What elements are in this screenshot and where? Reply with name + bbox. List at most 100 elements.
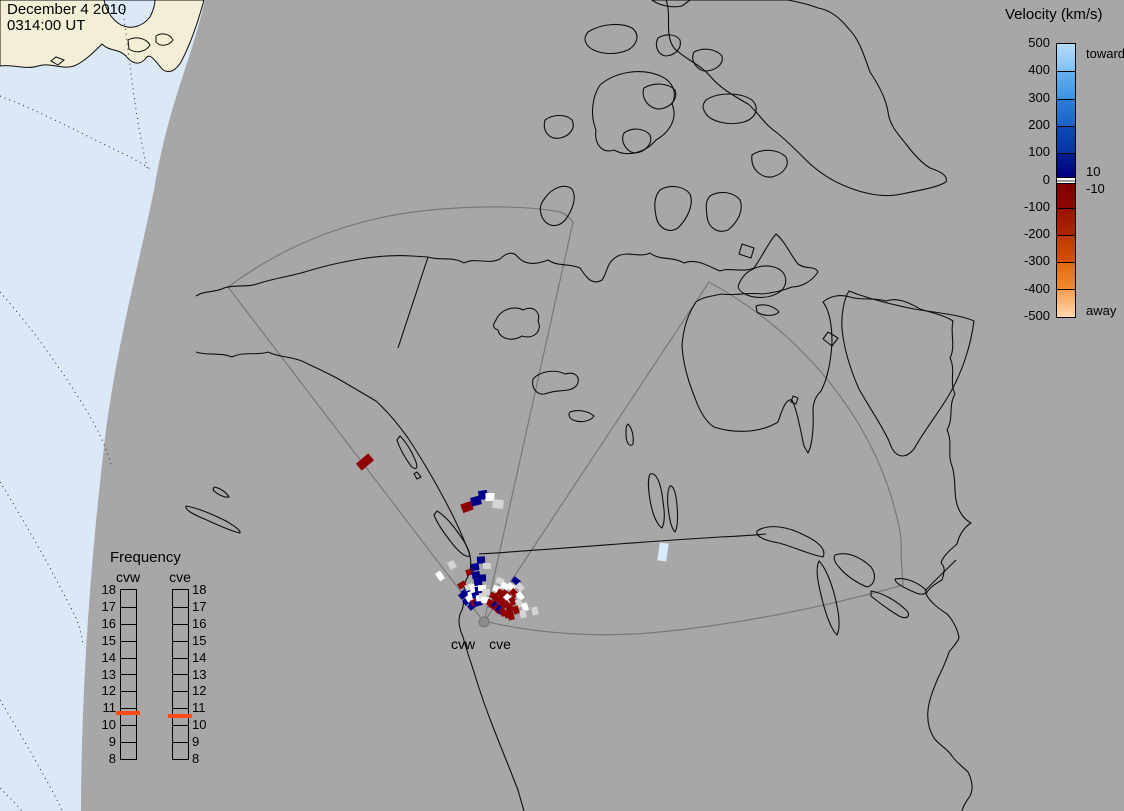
- melville-island: [584, 23, 638, 55]
- frequency-column-cvw-label: cvw: [115, 569, 141, 585]
- echo-cell-52: [515, 582, 525, 592]
- echo-cell-58: [505, 603, 515, 613]
- echo-cell-0: [355, 453, 375, 471]
- velocity-colorbar: [1056, 43, 1076, 318]
- velocity-segment-toward-3: [1057, 125, 1075, 154]
- frequency-tick-cve-18: 18: [192, 582, 207, 597]
- velocity-legend-title: Velocity (km/s): [1005, 6, 1103, 23]
- ground-scatter-lower-label: -10: [1086, 181, 1105, 196]
- toward-label: toward: [1086, 46, 1124, 61]
- frequency-bar-cve: [172, 589, 189, 760]
- haida-gwaii: [396, 435, 422, 480]
- frequency-tick-cve-17: 17: [192, 598, 207, 614]
- frequency-tick-cvw-15: 15: [101, 632, 116, 648]
- frequency-tick-cve-8: 8: [192, 751, 200, 766]
- day-island-3: [50, 56, 65, 66]
- echo-cell-27: [470, 562, 480, 572]
- frequency-tick-cve-15: 15: [192, 632, 207, 648]
- lake-huron: [833, 553, 876, 588]
- velocity-tick-0: 0: [1042, 171, 1050, 187]
- echo-cell-31: [476, 556, 486, 564]
- frequency-cell: [121, 590, 136, 607]
- echo-cell-34: [482, 562, 492, 570]
- time-text: 0314:00 UT: [7, 17, 86, 34]
- lake-michigan: [816, 560, 840, 636]
- velocity-segment-toward-2: [1057, 98, 1075, 126]
- fov-cve: [483, 281, 904, 636]
- border-alaska-yukon: [397, 256, 429, 349]
- fov-cvw: [227, 206, 574, 623]
- lake-winnipeg: [647, 473, 679, 533]
- frequency-cell: [121, 691, 136, 708]
- great-slave-lake: [532, 370, 579, 395]
- frequency-tick-cve-10: 10: [192, 717, 207, 733]
- frequency-tick-cve-14: 14: [192, 649, 207, 665]
- away-label: away: [1086, 303, 1117, 318]
- frequency-tick-cvw-10: 10: [101, 717, 116, 733]
- date-text: December 4 2010: [7, 1, 127, 18]
- echo-cell-8: [447, 559, 457, 571]
- banks-island: [539, 185, 575, 227]
- day-bay-inlet: [103, 0, 156, 28]
- frequency-cell: [121, 606, 136, 624]
- echo-cell-5: [492, 499, 504, 509]
- frequency-marker-cvw: [116, 711, 140, 716]
- radar-echo-cells: [355, 453, 669, 621]
- velocity-segment-toward-0: [1057, 44, 1075, 72]
- velocity-tick--200: -200: [1023, 226, 1050, 242]
- devon-island: [702, 93, 757, 125]
- day-island-2: [155, 33, 174, 46]
- great-bear-lake: [493, 307, 540, 340]
- echo-cell-64: [519, 609, 527, 619]
- frequency-bar-cvw: [120, 589, 137, 760]
- coast-pacific: [195, 351, 525, 811]
- daylight-region: [0, 0, 205, 811]
- echo-cell-63: [507, 611, 515, 621]
- frequency-cell: [121, 657, 136, 675]
- echo-cell-30: [477, 574, 487, 582]
- island-b3: [543, 114, 574, 139]
- st-lawrence-river: [924, 559, 957, 592]
- velocity-segment-away-0: [1057, 183, 1075, 208]
- timestamp: December 4 2010 0314:00 UT: [7, 2, 126, 34]
- frequency-cell: [173, 674, 188, 691]
- frequency-marker-cve: [168, 713, 192, 718]
- velocity-tick--400: -400: [1023, 280, 1050, 296]
- echo-cell-7: [434, 570, 446, 582]
- frequency-cell: [173, 606, 188, 624]
- echo-cell-19: [473, 599, 483, 607]
- victoria-island: [591, 71, 675, 155]
- velocity-segment-away-4: [1057, 289, 1075, 317]
- velocity-tick-400: 400: [1028, 62, 1050, 78]
- echo-cell-4: [485, 493, 495, 501]
- lake-erie: [870, 590, 910, 619]
- frequency-cell: [121, 708, 136, 725]
- frequency-legend-title: Frequency: [110, 549, 181, 566]
- echo-cell-61: [511, 605, 521, 615]
- velocity-tick-100: 100: [1028, 144, 1050, 160]
- echo-cell-1: [460, 500, 474, 514]
- coast-main-north-east: [195, 233, 973, 811]
- frequency-tick-cve-12: 12: [192, 683, 207, 699]
- bylot-island: [751, 149, 788, 178]
- velocity-tick-300: 300: [1028, 89, 1050, 105]
- frequency-tick-cvw-18: 18: [101, 582, 116, 597]
- island-b9: [622, 128, 652, 154]
- frequency-tick-cvw-11: 11: [102, 700, 117, 716]
- day-ocean: [0, 0, 205, 811]
- velocity-segment-away-3: [1057, 262, 1075, 290]
- velocity-segment-toward-4: [1057, 153, 1075, 178]
- frequency-tick-cvw-9: 9: [108, 734, 116, 750]
- frequency-tick-cvw-8: 8: [108, 751, 116, 766]
- frequency-cell: [173, 590, 188, 607]
- frequency-tick-cvw-13: 13: [101, 666, 116, 682]
- frequency-cell: [121, 640, 136, 658]
- island-b6: [655, 34, 681, 57]
- frequency-tick-cve-9: 9: [192, 734, 200, 750]
- frequency-cell: [121, 742, 136, 759]
- frequency-cell: [173, 742, 188, 759]
- velocity-tick--300: -300: [1023, 253, 1050, 269]
- velocity-segment-away-1: [1057, 207, 1075, 235]
